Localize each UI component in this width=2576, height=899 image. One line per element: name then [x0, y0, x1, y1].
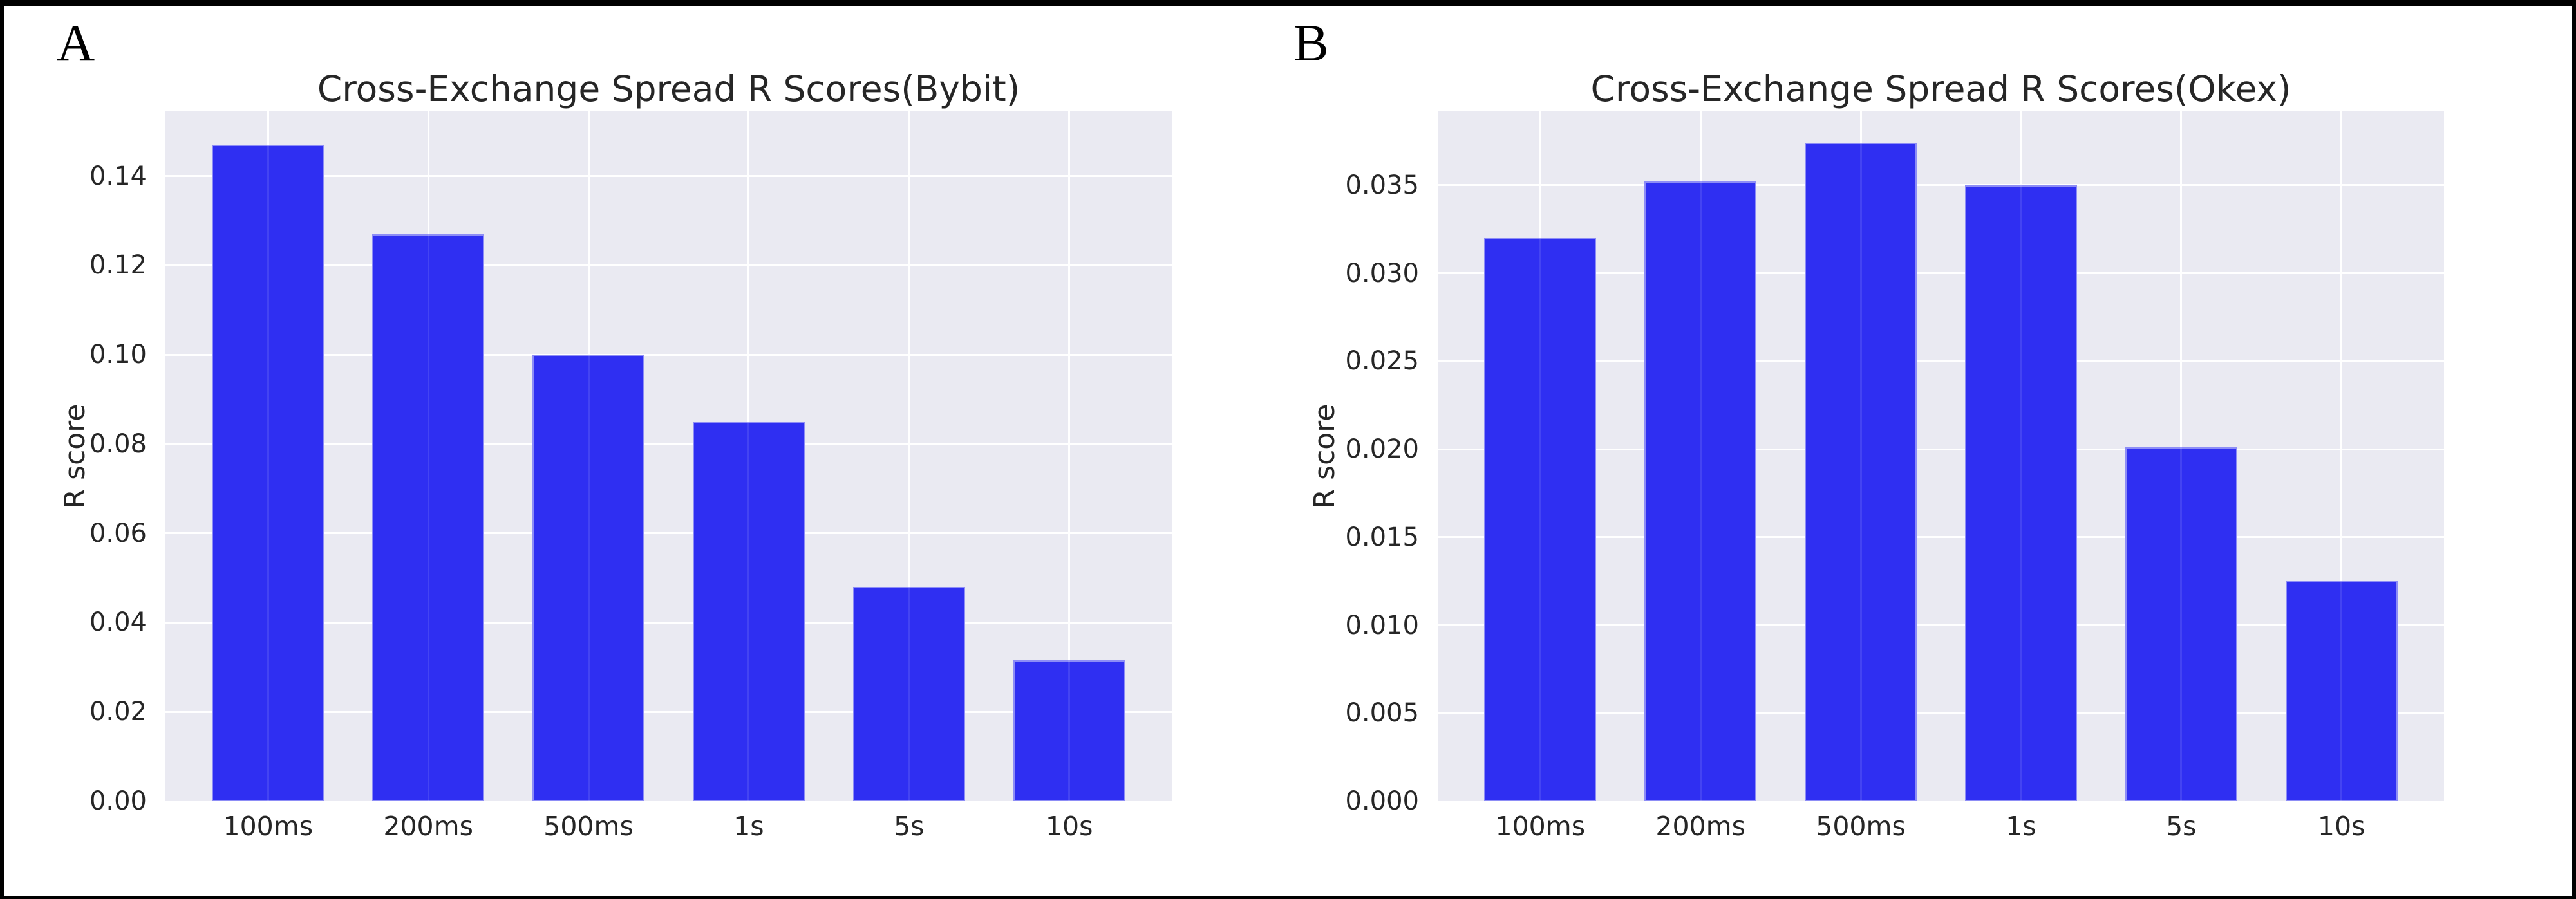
y-tick-label: 0.030	[1345, 258, 1419, 288]
x-tick-label: 500ms	[1816, 811, 1906, 842]
y-tick-label: 0.035	[1345, 170, 1419, 200]
x-tick-label: 10s	[1045, 811, 1093, 842]
bar	[1484, 237, 1597, 801]
grid-line-horizontal	[165, 443, 1172, 445]
chart-title: Cross-Exchange Spread R Scores(Bybit)	[317, 68, 1020, 109]
grid-line-vertical-overlay	[2340, 111, 2343, 801]
x-tick-label: 5s	[894, 811, 925, 842]
panel-label: A	[57, 14, 95, 72]
y-tick-label: 0.010	[1345, 610, 1419, 640]
grid-line-horizontal	[1438, 360, 2444, 362]
y-tick-label: 0.06	[89, 518, 147, 548]
y-tick-label: 0.02	[89, 697, 147, 727]
x-tick-label: 100ms	[223, 811, 314, 842]
bar	[1964, 185, 2077, 801]
grid-line-vertical-overlay	[2020, 111, 2022, 801]
grid-line-horizontal	[165, 353, 1172, 356]
grid-line-vertical-overlay	[587, 111, 590, 801]
grid-line-vertical-overlay	[2180, 111, 2183, 801]
bar	[1805, 143, 1917, 801]
bar	[1644, 181, 1757, 801]
y-tick-label: 0.015	[1345, 522, 1419, 552]
grid-line-vertical-overlay	[908, 111, 910, 801]
x-tick-label: 5s	[2166, 811, 2197, 842]
grid-line-vertical-overlay	[747, 111, 750, 801]
grid-line-horizontal	[1438, 712, 2444, 714]
grid-line-horizontal	[1438, 448, 2444, 450]
grid-line-horizontal	[1438, 272, 2444, 275]
grid-line-horizontal	[165, 800, 1172, 802]
bar	[1013, 660, 1125, 801]
x-tick-label: 200ms	[1655, 811, 1745, 842]
grid-line-horizontal	[1438, 624, 2444, 627]
grid-line-vertical-overlay	[1068, 111, 1071, 801]
x-tick-label: 1s	[2006, 811, 2036, 842]
x-tick-label: 1s	[733, 811, 764, 842]
grid-line-horizontal	[1438, 184, 2444, 187]
bar	[852, 586, 965, 801]
grid-line-horizontal	[165, 621, 1172, 624]
bar	[2125, 447, 2237, 801]
panel-label: B	[1293, 14, 1329, 72]
grid-line-vertical-overlay	[1539, 111, 1541, 801]
bar	[2285, 581, 2398, 801]
grid-line-vertical-overlay	[427, 111, 429, 801]
plot-area	[1438, 111, 2444, 802]
x-tick-label: 200ms	[383, 811, 473, 842]
grid-line-vertical	[1068, 111, 1071, 801]
grid-line-vertical	[2340, 111, 2343, 801]
grid-line-vertical-overlay	[1699, 111, 1702, 801]
y-tick-label: 0.12	[89, 250, 147, 281]
bar	[372, 234, 485, 801]
grid-line-horizontal	[1438, 800, 2444, 802]
y-tick-label: 0.00	[89, 786, 147, 816]
grid-line-horizontal	[165, 710, 1172, 713]
y-tick-label: 0.08	[89, 429, 147, 459]
y-tick-label: 0.000	[1345, 786, 1419, 816]
grid-line-vertical	[908, 111, 910, 801]
y-tick-label: 0.04	[89, 607, 147, 638]
y-tick-label: 0.020	[1345, 434, 1419, 465]
y-tick-label: 0.025	[1345, 346, 1419, 376]
grid-line-horizontal	[165, 175, 1172, 178]
plot-area	[165, 111, 1172, 802]
grid-line-horizontal	[165, 264, 1172, 266]
bar	[212, 145, 324, 801]
grid-line-vertical-overlay	[267, 111, 269, 801]
bar	[692, 422, 805, 801]
figure-canvas: A Cross-Exchange Spread R Scores(Bybit) R …	[4, 6, 2572, 896]
grid-line-horizontal	[165, 532, 1172, 535]
chart-title: Cross-Exchange Spread R Scores(Okex)	[1590, 68, 2291, 109]
grid-line-vertical-overlay	[1859, 111, 1862, 801]
x-tick-label: 500ms	[543, 811, 634, 842]
x-tick-label: 10s	[2317, 811, 2365, 842]
y-tick-label: 0.005	[1345, 698, 1419, 728]
bar	[532, 355, 645, 801]
grid-line-horizontal	[1438, 536, 2444, 539]
y-tick-label: 0.10	[89, 340, 147, 370]
x-tick-label: 100ms	[1495, 811, 1586, 842]
y-tick-label: 0.14	[89, 161, 147, 191]
